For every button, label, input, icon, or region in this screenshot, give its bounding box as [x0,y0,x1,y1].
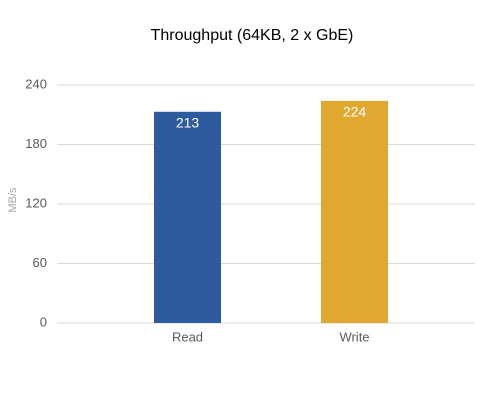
y-tick-label: 180 [25,136,47,151]
y-tick-label: 0 [40,314,47,329]
bar [321,100,388,323]
bar [154,111,221,324]
data-label: 224 [343,104,367,120]
y-tick-label: 60 [33,255,47,270]
data-label: 213 [176,114,200,130]
x-tick-label: Read [172,329,203,344]
x-tick-label: Write [339,329,369,344]
y-tick-label: 240 [25,76,47,91]
y-axis-label: MB/s [7,187,19,213]
y-tick-label: 120 [25,195,47,210]
chart-title: Throughput (64KB, 2 x GbE) [151,27,354,44]
